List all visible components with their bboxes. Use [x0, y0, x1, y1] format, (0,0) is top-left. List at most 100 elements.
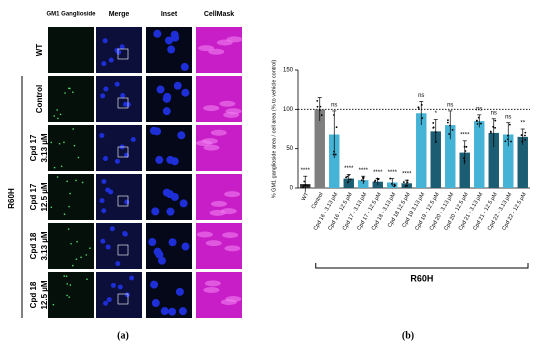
nucleus	[105, 244, 111, 250]
bar	[329, 134, 340, 188]
bar	[503, 134, 514, 188]
row-label: 3.13 µM	[40, 133, 49, 162]
data-point	[451, 129, 454, 131]
data-point	[393, 185, 396, 188]
significance: ns	[505, 114, 511, 120]
data-point	[404, 185, 407, 188]
data-point	[418, 108, 420, 111]
bar	[416, 113, 427, 188]
gm1-spot	[56, 176, 59, 178]
data-point	[480, 122, 482, 125]
data-point	[494, 119, 497, 122]
gm1-spot	[89, 247, 91, 249]
gm1-spot	[70, 242, 72, 245]
cell-body	[203, 105, 220, 112]
data-point	[492, 125, 495, 128]
nucleus	[151, 207, 160, 216]
data-point	[465, 145, 468, 148]
data-point	[447, 119, 449, 122]
gm1-spot	[77, 156, 80, 159]
gm1-spot	[67, 228, 70, 230]
nucleus	[167, 45, 176, 54]
data-point	[448, 133, 451, 135]
data-point	[332, 114, 335, 116]
data-point	[374, 179, 377, 182]
nucleus	[180, 62, 189, 71]
gm1-spot	[53, 115, 55, 117]
data-point	[304, 184, 307, 187]
row-label-group: Cpd 17 12.5 µM	[29, 182, 49, 211]
nucleus	[173, 81, 182, 90]
nucleus	[181, 88, 190, 97]
nucleus	[109, 226, 115, 232]
row-label: Cpd 17	[29, 183, 38, 210]
nucleus	[155, 155, 164, 164]
cell-body	[220, 299, 237, 306]
data-point	[521, 140, 523, 143]
gm1-spot	[64, 92, 66, 94]
row-label: 12.5 µM	[40, 182, 49, 211]
y-tick-label: 150	[283, 68, 294, 74]
data-point	[435, 140, 437, 143]
data-point	[420, 103, 423, 106]
nucleus	[162, 107, 171, 116]
data-point	[524, 131, 527, 134]
row-label: WT	[35, 44, 44, 57]
data-point	[510, 140, 512, 143]
inset-box	[117, 48, 129, 60]
cell-body	[210, 129, 227, 136]
nucleus	[114, 47, 120, 53]
data-point	[475, 119, 478, 122]
row-label-group: Cpd 18 3.13 µM	[29, 231, 49, 260]
significance: ****	[460, 132, 470, 138]
data-point	[393, 183, 396, 186]
gm1-spot	[68, 205, 70, 208]
significance: ****	[402, 172, 412, 178]
significance: ****	[373, 170, 383, 176]
inset-box	[117, 146, 129, 158]
gm1-spot	[76, 240, 78, 243]
data-point	[520, 134, 523, 136]
nucleus	[105, 187, 111, 193]
x-tick-label: WT	[301, 191, 311, 202]
nucleus	[163, 92, 172, 101]
data-point	[332, 153, 335, 156]
nucleus	[166, 207, 175, 216]
data-point	[462, 157, 465, 160]
significance: ns	[331, 102, 337, 108]
cell-body	[196, 231, 213, 238]
cell-body	[198, 45, 215, 52]
gm1-spot	[73, 144, 76, 147]
cell-body	[208, 48, 225, 55]
nucleus	[170, 192, 179, 201]
nucleus	[101, 61, 107, 67]
y-tick-label: 0	[290, 186, 294, 192]
significance: **	[520, 121, 525, 127]
row-label: Cpd 18	[29, 232, 38, 259]
data-point	[320, 114, 323, 116]
nucleus	[153, 29, 162, 38]
inset-box	[117, 97, 129, 109]
gm1-spot	[66, 180, 68, 183]
row-label: Cpd 18	[29, 281, 38, 308]
significance: ns	[491, 110, 497, 116]
significance: ****	[344, 166, 354, 172]
gm1-spot	[75, 258, 78, 260]
gm1-spot	[50, 206, 53, 209]
nucleus	[124, 292, 130, 298]
data-point	[333, 150, 335, 153]
gm1-spot	[63, 141, 65, 144]
micrograph	[48, 272, 94, 318]
bar	[488, 132, 499, 188]
nucleus	[177, 131, 186, 140]
data-point	[507, 134, 509, 137]
nucleus	[99, 133, 105, 139]
nucleus	[168, 307, 177, 316]
significance: *	[435, 111, 438, 117]
nucleus	[114, 158, 120, 164]
data-point	[307, 184, 309, 187]
nucleus	[103, 300, 109, 306]
row-label-group: Cpd 18 12.5 µM	[29, 280, 49, 309]
y-tick-label: 100	[283, 107, 294, 113]
nucleus	[168, 238, 177, 247]
